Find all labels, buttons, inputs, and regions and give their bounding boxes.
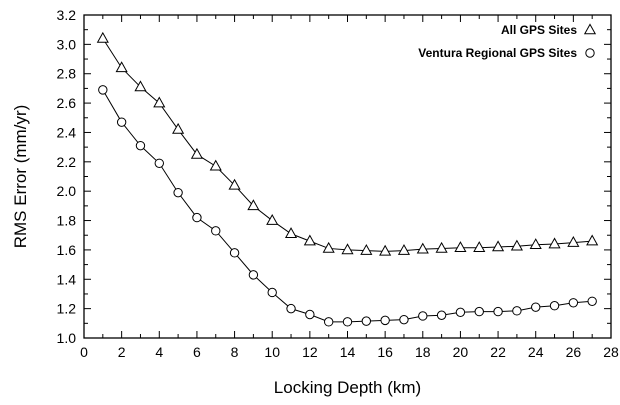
data-point-triangle <box>228 178 241 190</box>
data-point-circle <box>229 248 240 258</box>
data-point-triangle <box>247 199 260 211</box>
data-point-triangle <box>435 241 448 253</box>
data-point-circle <box>361 316 372 326</box>
x-tick-label: 6 <box>193 344 201 360</box>
y-tick-label: 3.0 <box>57 36 77 52</box>
data-point-triangle <box>397 244 411 255</box>
y-tick-label: 1.8 <box>57 213 77 229</box>
x-tick-label: 26 <box>566 344 582 360</box>
data-point-triangle <box>115 61 128 73</box>
data-point-triangle <box>341 243 354 255</box>
data-point-triangle <box>416 242 429 254</box>
data-point-triangle <box>473 241 486 252</box>
data-point-triangle <box>134 80 147 92</box>
y-tick-label: 2.2 <box>57 154 77 170</box>
legend-label: Ventura Regional GPS Sites <box>418 46 577 60</box>
x-tick-label: 22 <box>490 344 506 360</box>
series-line-2 <box>102 89 593 323</box>
data-point-triangle <box>454 241 467 252</box>
data-point-circle <box>474 306 484 317</box>
data-point-triangle <box>586 234 599 246</box>
data-point-circle <box>154 158 164 168</box>
data-point-triangle <box>360 244 373 255</box>
data-point-circle <box>211 226 221 236</box>
data-point-triangle <box>492 240 505 252</box>
x-tick-label: 20 <box>453 344 469 360</box>
y-tick-label: 1.6 <box>57 242 77 258</box>
data-point-triangle <box>303 234 316 246</box>
data-point-triangle <box>548 237 561 249</box>
data-point-circle <box>436 310 447 320</box>
data-point-circle <box>305 309 315 320</box>
data-point-circle <box>98 85 108 95</box>
data-point-circle <box>248 270 259 280</box>
data-point-triangle <box>510 239 523 251</box>
x-tick-label: 18 <box>415 344 431 360</box>
data-point-triangle <box>153 96 166 108</box>
legend-label: All GPS Sites <box>501 23 577 37</box>
data-point-circle <box>323 317 334 327</box>
y-tick-label: 1.2 <box>57 301 77 317</box>
data-point-circle <box>116 117 127 127</box>
y-tick-label: 1.4 <box>57 271 77 287</box>
y-tick-label: 3.2 <box>57 7 77 23</box>
x-tick-label: 16 <box>377 344 393 360</box>
data-point-circle <box>418 311 428 321</box>
x-tick-label: 10 <box>264 344 280 360</box>
data-point-triangle <box>172 122 185 134</box>
data-point-circle <box>587 296 597 306</box>
data-point-triangle <box>190 147 203 159</box>
data-point-circle <box>399 314 409 325</box>
data-point-circle <box>568 298 579 308</box>
data-point-triangle <box>284 227 298 239</box>
data-point-triangle <box>322 241 335 253</box>
data-point-circle <box>135 140 146 151</box>
x-tick-label: 24 <box>528 344 544 360</box>
data-point-circle <box>286 303 296 314</box>
x-axis-label: Locking Depth (km) <box>274 378 421 397</box>
plot-area: 0 2 4 6 8 10 12 14 16 18 20 22 24 26 281.01.21.41.61.8… <box>11 7 619 397</box>
data-point-circle <box>531 302 541 312</box>
data-point-triangle <box>96 31 109 43</box>
x-tick-label: 0 <box>80 344 88 360</box>
y-tick-label: 2.0 <box>57 183 77 199</box>
legend-marker-circle <box>585 48 595 58</box>
x-tick-label: 8 <box>231 344 239 360</box>
legend-marker-triangle <box>583 23 597 35</box>
data-point-triangle <box>567 235 580 247</box>
data-point-triangle <box>379 244 392 256</box>
data-point-circle <box>493 306 503 317</box>
series-line-1 <box>102 38 593 252</box>
y-axis-label: RMS Error (mm/yr) <box>11 105 30 249</box>
data-point-triangle <box>266 213 279 225</box>
data-point-circle <box>512 306 522 316</box>
data-point-circle <box>380 315 390 326</box>
x-tick-label: 28 <box>603 344 619 360</box>
y-tick-label: 2.4 <box>57 124 77 140</box>
data-point-circle <box>192 212 202 223</box>
x-tick-label: 12 <box>302 344 318 360</box>
x-tick-label: 4 <box>155 344 163 360</box>
x-tick-label: 2 <box>118 344 126 360</box>
data-point-circle <box>455 307 466 318</box>
x-tick-label: 14 <box>340 344 356 360</box>
y-tick-label: 1.0 <box>57 330 77 346</box>
data-point-circle <box>342 317 353 327</box>
data-point-circle <box>549 301 560 311</box>
y-tick-label: 2.8 <box>57 66 77 82</box>
data-point-triangle <box>209 159 222 171</box>
y-tick-label: 2.6 <box>57 95 77 111</box>
data-point-circle <box>173 187 183 198</box>
data-point-circle <box>267 287 277 298</box>
data-point-triangle <box>529 238 542 250</box>
plot-frame <box>83 14 612 339</box>
